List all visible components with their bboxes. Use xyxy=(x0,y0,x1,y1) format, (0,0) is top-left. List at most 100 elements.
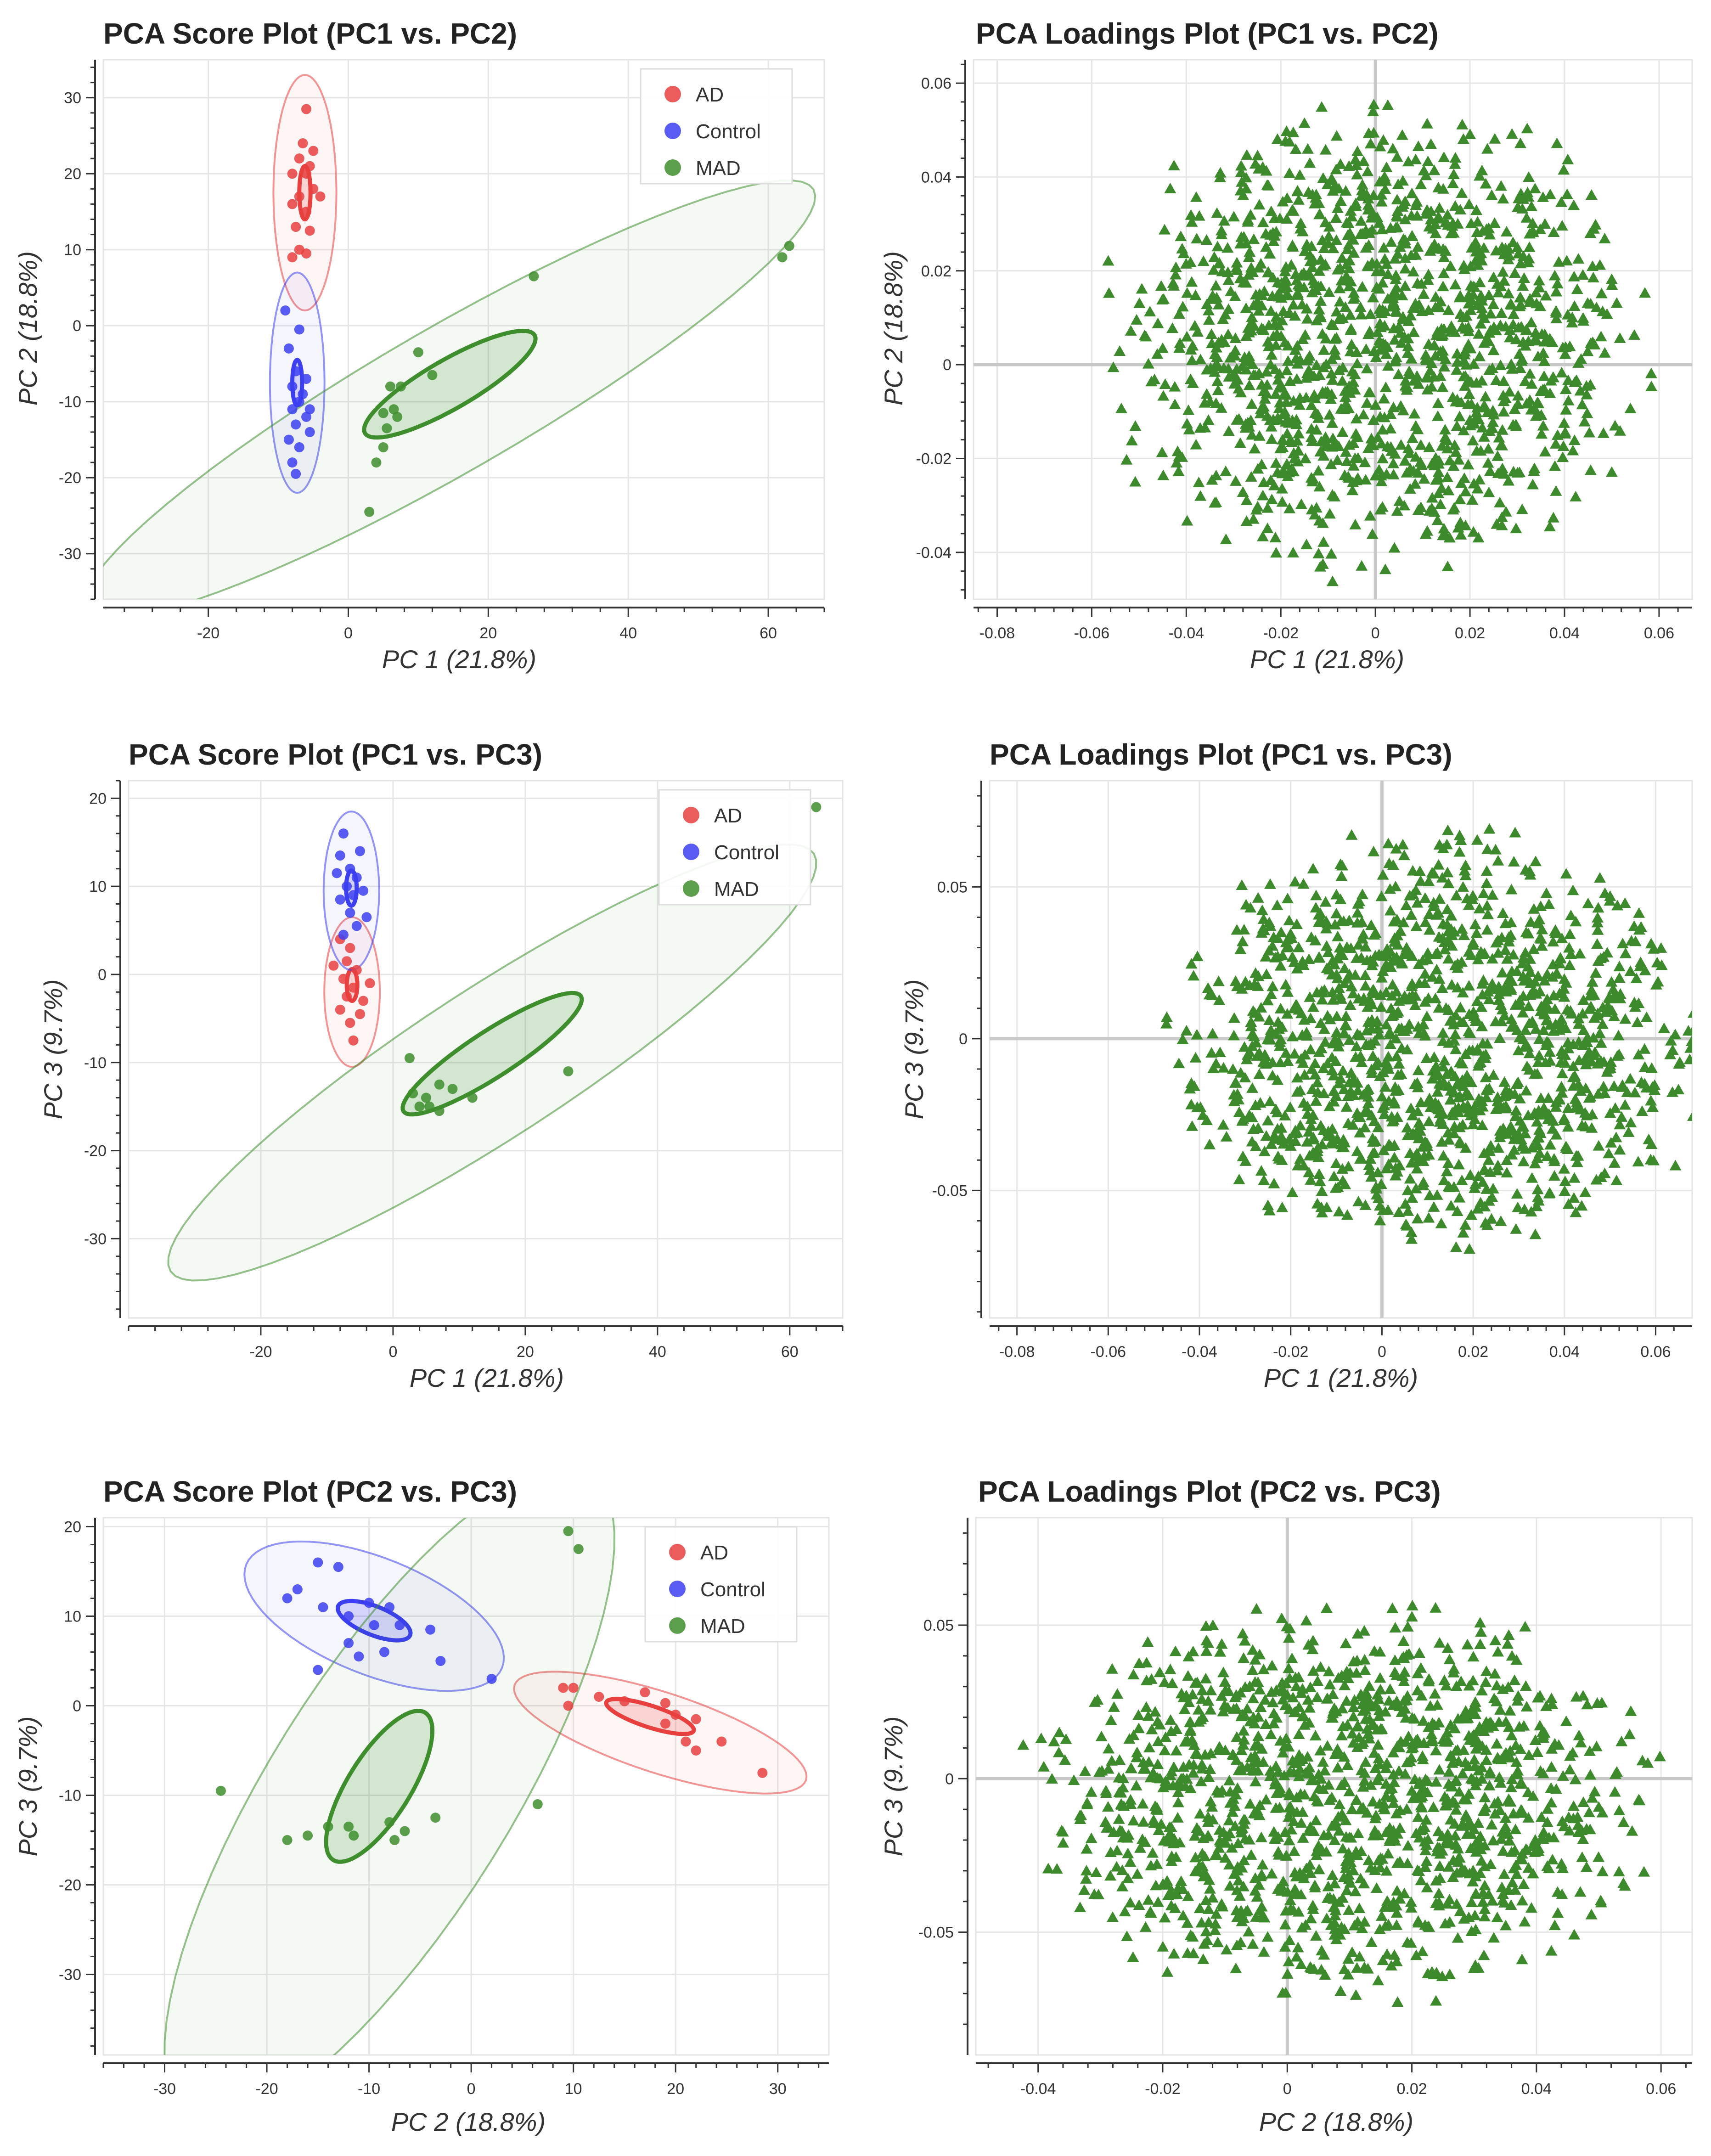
loading-point[interactable] xyxy=(1430,291,1442,302)
loading-point[interactable] xyxy=(1342,1847,1355,1858)
loading-point[interactable] xyxy=(1237,1880,1249,1891)
loading-point[interactable] xyxy=(1566,311,1578,322)
loading-point[interactable] xyxy=(1370,351,1382,362)
loading-point[interactable] xyxy=(1227,1806,1239,1817)
loading-point[interactable] xyxy=(1255,1831,1267,1842)
loading-point[interactable] xyxy=(1116,1864,1129,1875)
loading-point[interactable] xyxy=(1326,1123,1339,1134)
loading-point[interactable] xyxy=(1276,483,1288,494)
loading-point[interactable] xyxy=(1247,318,1259,329)
loading-point[interactable] xyxy=(1165,1821,1177,1832)
loading-point[interactable] xyxy=(1284,1894,1296,1905)
loading-point[interactable] xyxy=(1412,1811,1424,1822)
loading-point[interactable] xyxy=(1426,492,1438,503)
loading-point[interactable] xyxy=(1592,1058,1604,1069)
loading-point[interactable] xyxy=(1266,349,1278,360)
loading-point[interactable] xyxy=(1159,224,1171,235)
loading-point[interactable] xyxy=(1648,1154,1660,1165)
loading-point[interactable] xyxy=(1279,336,1291,347)
loading-point[interactable] xyxy=(1347,476,1359,487)
loading-point[interactable] xyxy=(1336,860,1349,871)
loading-point[interactable] xyxy=(1470,1743,1482,1754)
loading-point[interactable] xyxy=(1294,223,1306,234)
loading-point[interactable] xyxy=(1358,1961,1371,1972)
loading-point[interactable] xyxy=(1042,1863,1054,1874)
loading-point[interactable] xyxy=(1321,1913,1333,1924)
loading-point[interactable] xyxy=(1476,1101,1489,1112)
loading-point[interactable] xyxy=(1601,947,1614,958)
loading-point[interactable] xyxy=(1283,136,1296,147)
loading-point[interactable] xyxy=(1221,1944,1233,1955)
loading-point[interactable] xyxy=(1124,1897,1137,1908)
loading-point[interactable] xyxy=(1500,1100,1512,1111)
loading-point[interactable] xyxy=(1514,362,1526,373)
loading-point[interactable] xyxy=(1168,1948,1180,1959)
loading-point[interactable] xyxy=(1249,1872,1261,1883)
loading-point[interactable] xyxy=(1397,839,1409,850)
loading-point[interactable] xyxy=(1210,496,1222,507)
loading-point[interactable] xyxy=(1424,1189,1436,1200)
loading-point[interactable] xyxy=(1352,993,1365,1004)
loading-point[interactable] xyxy=(1433,202,1446,213)
loading-point[interactable] xyxy=(1149,1706,1161,1717)
loading-point[interactable] xyxy=(1615,1735,1628,1746)
loading-point[interactable] xyxy=(1602,1000,1614,1011)
loading-point[interactable] xyxy=(1609,1102,1621,1113)
loading-point[interactable] xyxy=(1519,375,1531,386)
loading-point[interactable] xyxy=(1605,466,1618,477)
loading-point[interactable] xyxy=(1257,1756,1270,1767)
loading-point[interactable] xyxy=(1441,560,1454,571)
loading-point[interactable] xyxy=(1366,1719,1378,1730)
loading-point[interactable] xyxy=(1570,1206,1582,1217)
loading-point[interactable] xyxy=(1326,489,1339,500)
loading-point[interactable] xyxy=(1425,138,1437,149)
loading-point[interactable] xyxy=(1331,1010,1343,1021)
loading-point[interactable] xyxy=(1447,1871,1459,1882)
loading-point[interactable] xyxy=(1356,179,1368,190)
loading-point[interactable] xyxy=(1280,1047,1292,1058)
loading-point[interactable] xyxy=(1519,1621,1531,1632)
loading-point[interactable] xyxy=(1466,494,1479,505)
loading-point[interactable] xyxy=(1359,1199,1372,1210)
loading-point[interactable] xyxy=(1165,1855,1178,1866)
loading-point[interactable] xyxy=(1279,1987,1292,1998)
loading-point[interactable] xyxy=(1367,106,1379,117)
loading-point[interactable] xyxy=(1537,420,1549,431)
loading-point[interactable] xyxy=(1235,387,1247,398)
loading-point[interactable] xyxy=(1224,1786,1236,1797)
loading-point[interactable] xyxy=(1278,1769,1290,1780)
loading-point[interactable] xyxy=(1531,298,1543,309)
loading-point[interactable] xyxy=(1498,1868,1510,1879)
loading-point[interactable] xyxy=(1305,431,1317,442)
loading-point[interactable] xyxy=(1316,916,1328,927)
loading-point[interactable] xyxy=(1562,1198,1575,1209)
loading-point[interactable] xyxy=(1300,539,1313,550)
loading-point[interactable] xyxy=(1487,344,1500,355)
loading-point[interactable] xyxy=(1345,338,1358,349)
loading-point[interactable] xyxy=(1167,277,1179,288)
loading-point[interactable] xyxy=(1272,950,1284,961)
loading-point[interactable] xyxy=(1107,1911,1119,1922)
loading-point[interactable] xyxy=(1560,255,1573,266)
loading-point[interactable] xyxy=(1375,1723,1387,1734)
loading-point[interactable] xyxy=(1334,893,1347,904)
loading-point[interactable] xyxy=(1326,374,1339,385)
loading-point[interactable] xyxy=(1503,386,1516,397)
score-point-mad[interactable] xyxy=(430,1813,441,1823)
loading-point[interactable] xyxy=(1575,1737,1587,1748)
loading-point[interactable] xyxy=(1390,1669,1403,1680)
loading-point[interactable] xyxy=(1214,1646,1227,1657)
loading-point[interactable] xyxy=(1396,1042,1408,1053)
loading-point[interactable] xyxy=(1510,1859,1522,1870)
loading-point[interactable] xyxy=(1445,1781,1458,1792)
loading-point[interactable] xyxy=(1584,464,1597,475)
loading-point[interactable] xyxy=(1459,1048,1472,1059)
loading-point[interactable] xyxy=(1402,1730,1415,1741)
loading-point[interactable] xyxy=(1137,1816,1150,1827)
loading-point[interactable] xyxy=(1172,465,1185,476)
loading-point[interactable] xyxy=(1454,494,1466,505)
loading-point[interactable] xyxy=(1453,411,1466,422)
loading-point[interactable] xyxy=(1516,1895,1529,1906)
loading-point[interactable] xyxy=(1291,963,1303,974)
loading-point[interactable] xyxy=(1242,216,1254,227)
